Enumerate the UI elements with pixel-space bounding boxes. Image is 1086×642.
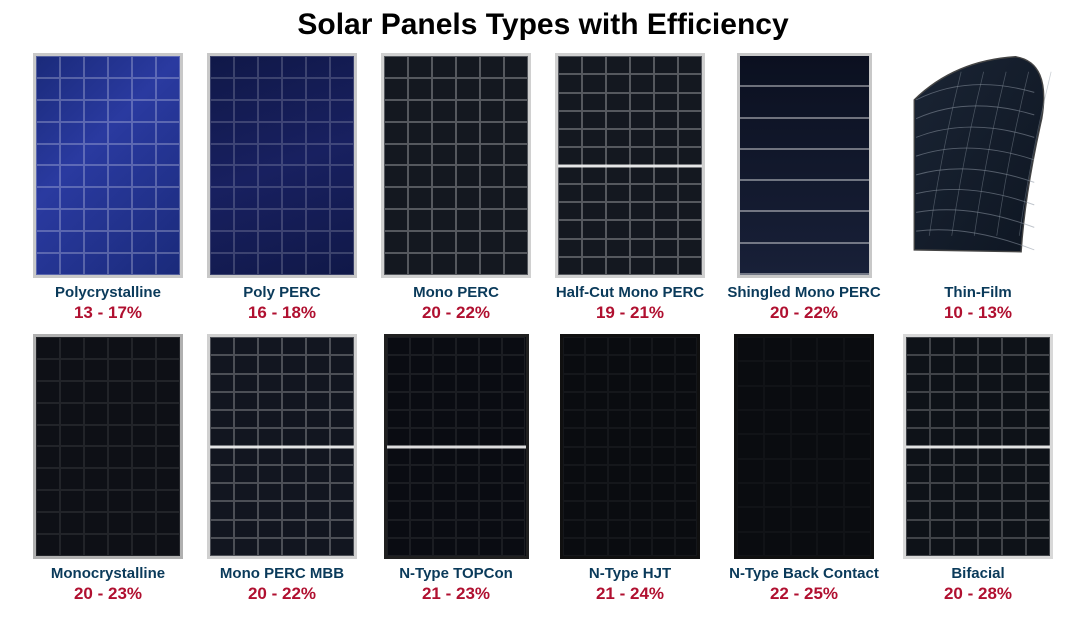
panel-cell: Mono PERC MBB 20 - 22% xyxy=(202,329,362,604)
panel-image xyxy=(381,53,531,278)
panel-image-wrap xyxy=(724,329,884,559)
panel-cell: N-Type Back Contact 22 - 25% xyxy=(724,329,884,604)
panel-image-wrap xyxy=(202,329,362,559)
panel-image-wrap xyxy=(550,48,710,278)
panel-image-wrap xyxy=(550,329,710,559)
panel-cell: Mono PERC 20 - 22% xyxy=(376,48,536,323)
panel-image-wrap xyxy=(202,48,362,278)
panel-name: Half-Cut Mono PERC xyxy=(556,284,704,301)
panel-image-wrap xyxy=(376,48,536,278)
panel-name: Monocrystalline xyxy=(51,565,165,582)
panel-image-wrap xyxy=(28,48,188,278)
panel-name: N-Type HJT xyxy=(589,565,671,582)
panel-efficiency: 16 - 18% xyxy=(248,303,316,323)
panel-image-wrap xyxy=(898,329,1058,559)
panel-name: Shingled Mono PERC xyxy=(727,284,880,301)
panel-cell: Thin-Film 10 - 13% xyxy=(898,48,1058,323)
panel-image xyxy=(33,334,183,559)
panel-name: N-Type Back Contact xyxy=(729,565,879,582)
panel-image-wrap xyxy=(898,48,1058,278)
panel-cell: Poly PERC 16 - 18% xyxy=(202,48,362,323)
panel-cell: Monocrystalline 20 - 23% xyxy=(28,329,188,604)
panel-efficiency: 20 - 22% xyxy=(248,584,316,604)
panel-efficiency: 10 - 13% xyxy=(944,303,1012,323)
panel-image-wrap xyxy=(724,48,884,278)
panel-name: Bifacial xyxy=(951,565,1004,582)
panel-image xyxy=(207,53,357,278)
panel-efficiency: 13 - 17% xyxy=(74,303,142,323)
page-title: Solar Panels Types with Efficiency xyxy=(0,0,1086,48)
panel-thinfilm xyxy=(903,53,1053,278)
panel-image-wrap xyxy=(376,329,536,559)
panel-image xyxy=(555,53,705,278)
panel-image xyxy=(903,334,1053,559)
panel-cell: Half-Cut Mono PERC 19 - 21% xyxy=(550,48,710,323)
panel-efficiency: 20 - 28% xyxy=(944,584,1012,604)
panel-name: Polycrystalline xyxy=(55,284,161,301)
panel-image xyxy=(734,334,874,559)
panel-image xyxy=(207,334,357,559)
panel-efficiency: 21 - 23% xyxy=(422,584,490,604)
panel-cell: Polycrystalline 13 - 17% xyxy=(28,48,188,323)
panel-efficiency: 19 - 21% xyxy=(596,303,664,323)
panel-image-wrap xyxy=(28,329,188,559)
panel-efficiency: 22 - 25% xyxy=(770,584,838,604)
panel-grid: Polycrystalline 13 - 17% Poly PERC 16 - 18%… xyxy=(0,48,1086,604)
panel-cell: Bifacial 20 - 28% xyxy=(898,329,1058,604)
panel-name: Mono PERC MBB xyxy=(220,565,344,582)
panel-name: N-Type TOPCon xyxy=(399,565,513,582)
panel-name: Poly PERC xyxy=(243,284,321,301)
panel-image xyxy=(560,334,700,559)
panel-image xyxy=(737,53,872,278)
panel-efficiency: 20 - 23% xyxy=(74,584,142,604)
panel-image xyxy=(384,334,529,559)
panel-efficiency: 21 - 24% xyxy=(596,584,664,604)
panel-image xyxy=(33,53,183,278)
panel-efficiency: 20 - 22% xyxy=(770,303,838,323)
panel-name: Thin-Film xyxy=(944,284,1012,301)
panel-cell: N-Type HJT 21 - 24% xyxy=(550,329,710,604)
panel-cell: N-Type TOPCon 21 - 23% xyxy=(376,329,536,604)
panel-name: Mono PERC xyxy=(413,284,499,301)
panel-cell: Shingled Mono PERC 20 - 22% xyxy=(724,48,884,323)
panel-efficiency: 20 - 22% xyxy=(422,303,490,323)
